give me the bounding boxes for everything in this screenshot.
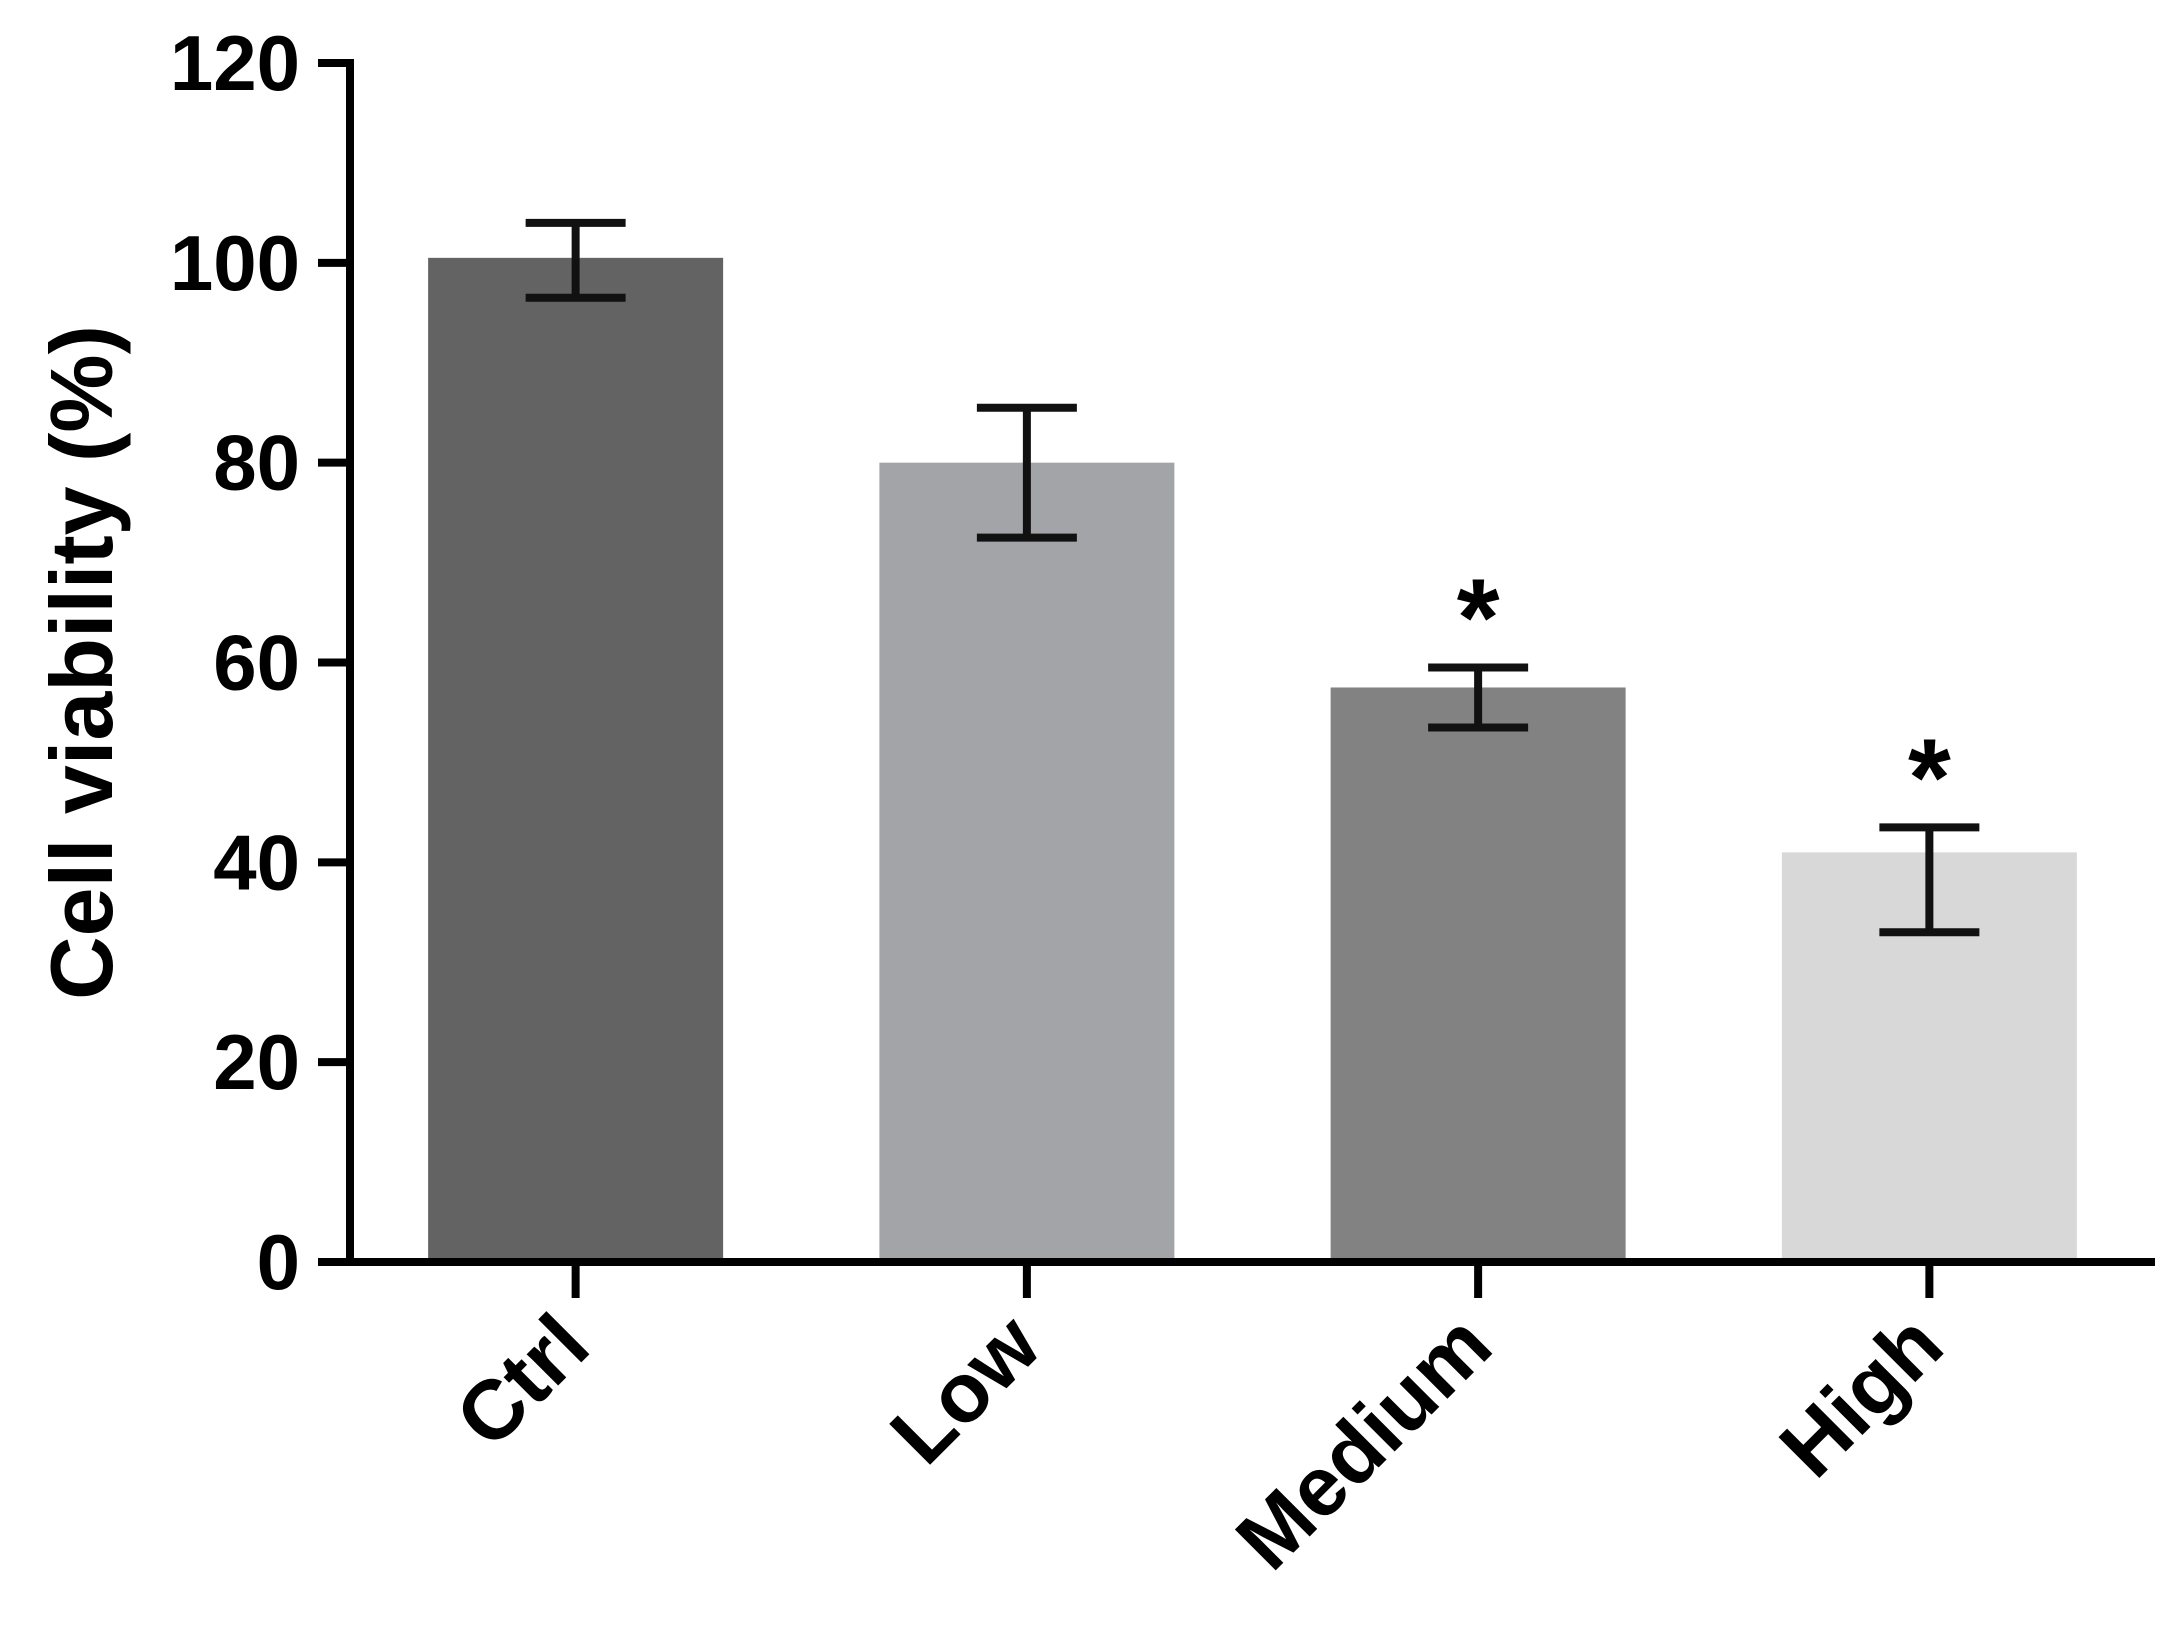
error-bars bbox=[525, 218, 1980, 937]
y-axis-ticks: 0 20 40 60 80 100 120 bbox=[170, 19, 350, 1306]
significance-mark: * bbox=[1457, 556, 1500, 679]
significance-marks: ** bbox=[1457, 556, 1951, 839]
y-tick-label: 100 bbox=[170, 219, 300, 307]
error-bar-low bbox=[976, 403, 1077, 542]
x-tick-label: Ctrl bbox=[438, 1296, 607, 1465]
x-axis-ticks: Ctrl Low Medium High bbox=[438, 1262, 1960, 1587]
bar-medium bbox=[1330, 687, 1626, 1258]
bar-low bbox=[879, 462, 1175, 1259]
x-tick-label: Medium bbox=[1218, 1296, 1509, 1587]
y-tick-label: 60 bbox=[213, 619, 300, 707]
significance-mark: * bbox=[1908, 716, 1951, 839]
x-tick-label: Low bbox=[872, 1296, 1058, 1482]
bars bbox=[428, 257, 2077, 1259]
y-tick-label: 40 bbox=[213, 818, 300, 906]
y-tick-label: 20 bbox=[213, 1018, 300, 1106]
y-tick-label: 0 bbox=[257, 1218, 300, 1306]
y-tick-label: 80 bbox=[213, 419, 300, 507]
bar-ctrl bbox=[428, 257, 724, 1258]
error-bar-medium bbox=[1428, 663, 1529, 732]
y-axis-title: Cell viability (%) bbox=[32, 325, 131, 1000]
error-bar-high bbox=[1879, 823, 1980, 937]
error-bar-ctrl bbox=[525, 218, 626, 302]
x-tick-label: High bbox=[1762, 1296, 1960, 1494]
axes bbox=[346, 59, 2155, 1266]
y-tick-label: 120 bbox=[170, 19, 300, 107]
